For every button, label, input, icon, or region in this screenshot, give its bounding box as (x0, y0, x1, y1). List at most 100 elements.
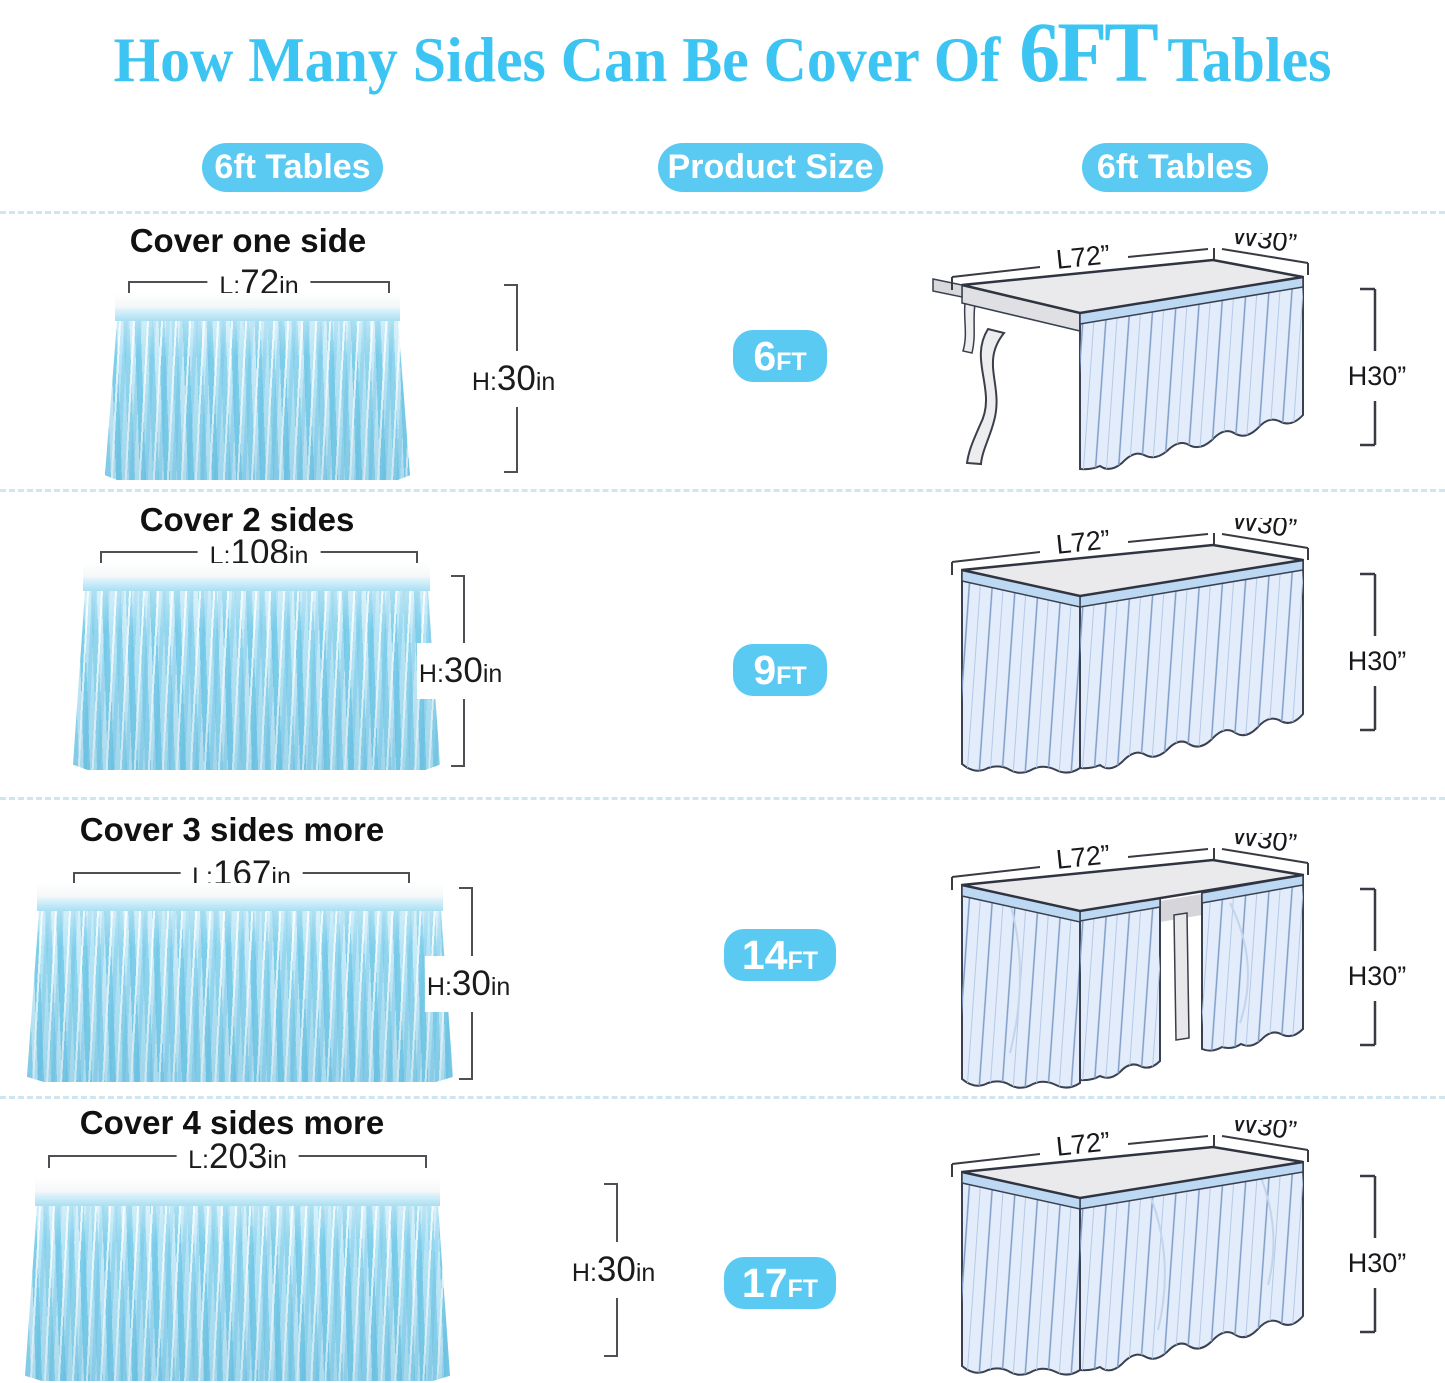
size-badge-unit: FT (787, 1275, 819, 1303)
table-top (961, 258, 1304, 315)
separator-line (0, 211, 1445, 214)
drawing-length-label: L72” (1055, 239, 1112, 274)
column-pill-right: 6ft Tables (1082, 143, 1268, 192)
table-skirt-photo (115, 293, 400, 480)
row-caption: Cover 2 sides (139, 501, 355, 538)
drawing-length-label: L72” (1055, 1126, 1112, 1161)
column-pill-left: 6ft Tables (202, 143, 383, 192)
height-unit: in (490, 972, 511, 1001)
table-skirt-photo (35, 1178, 440, 1381)
skirt-drape-line (1149, 1194, 1166, 1331)
drawing-dimension-lines (951, 1135, 1377, 1334)
table-top (961, 543, 1304, 598)
height-unit: in (482, 660, 503, 688)
size-badge: 17 FT (724, 1257, 836, 1309)
length-label: L:203in (176, 1136, 299, 1177)
length-unit: in (279, 271, 299, 300)
skirt-ruffles (105, 321, 410, 480)
height-unit: in (535, 367, 556, 396)
title-text-before: How Many Sides Can Be Cover Of (113, 25, 1001, 95)
table-skirt-photo (83, 563, 430, 770)
size-badge-unit: FT (776, 348, 807, 376)
drawing-dimension-lines (951, 248, 1377, 447)
height-dimension: H:30in (569, 1183, 658, 1357)
length-prefix: L: (209, 541, 231, 570)
size-badge-value: 9 (753, 647, 777, 693)
column-pill-center: Product Size (658, 143, 883, 192)
height-value: 30 (443, 651, 483, 690)
column-pill-left-label: 6ft Tables (214, 148, 371, 186)
skirt-drape-line (1229, 902, 1249, 1024)
length-unit: in (267, 1145, 287, 1174)
skirt-pleats (1202, 875, 1303, 1051)
tabletop (37, 883, 443, 898)
size-badge-unit: FT (776, 662, 807, 690)
row-caption: Cover 3 sides more (79, 811, 385, 848)
height-prefix: H: (571, 1259, 597, 1287)
table-center-leg (1173, 912, 1190, 1041)
skirt-ruffles (25, 1206, 450, 1381)
skirt-sash (37, 898, 443, 911)
separator-line (0, 489, 1445, 492)
height-prefix: H: (471, 367, 497, 396)
drawing-height-label: H30” (1348, 361, 1407, 391)
table-top (961, 1145, 1304, 1200)
page-title: How Many Sides Can Be Cover Of 6FT Tables (36, 2, 1409, 102)
drawing-height-label: H30” (1348, 1248, 1407, 1278)
length-prefix: L: (219, 271, 241, 300)
length-value: 203 (208, 1136, 268, 1176)
size-badge: 9 FT (733, 644, 827, 696)
tabletop (83, 563, 430, 578)
size-badge-unit: FT (787, 947, 819, 975)
height-label: H:30in (416, 643, 505, 699)
drawing-length-label: L72” (1055, 524, 1112, 559)
table-top (961, 858, 1304, 913)
table-drawing-one-side: L72” W30” H30” (932, 233, 1407, 471)
tabletop-lip (932, 278, 963, 298)
table-underside (1160, 894, 1202, 922)
height-dimension: H:30in (469, 284, 558, 473)
size-badge: 14 FT (724, 929, 836, 981)
length-dimension: L:203in (48, 1136, 427, 1177)
skirt-drape-line (1259, 1174, 1275, 1286)
table-drawing-two-sides: L72” W30” H30” (951, 518, 1407, 774)
skirt-drape-line (1009, 902, 1021, 1054)
height-unit: in (635, 1259, 656, 1287)
skirt-pleats (1080, 898, 1160, 1081)
table-skirt-photo (37, 883, 443, 1082)
height-prefix: H: (426, 972, 452, 1001)
height-value: 30 (496, 358, 536, 398)
row-caption: Cover 4 sides more (79, 1104, 385, 1141)
size-badge-value: 6 (753, 333, 777, 379)
drawing-dimension-lines (951, 533, 1377, 732)
table-back-leg (962, 290, 978, 354)
column-pill-right-label: 6ft Tables (1096, 148, 1254, 186)
table-drawing-three-sides: L72” W30” H30” (951, 833, 1407, 1089)
drawing-height-label: H30” (1348, 961, 1407, 991)
skirt-sash (35, 1193, 440, 1206)
size-badge-value: 17 (741, 1260, 788, 1306)
height-label: H:30in (569, 1242, 658, 1298)
length-prefix: L: (188, 1145, 209, 1174)
length-unit: in (288, 541, 309, 570)
height-prefix: H: (418, 660, 444, 688)
skirt-sash (115, 308, 400, 321)
skirt-ruffles (73, 591, 440, 770)
separator-line (0, 1096, 1445, 1099)
title-highlight: 6FT (1019, 4, 1159, 100)
skirt-sash (83, 578, 430, 591)
drawing-height-label: H30” (1348, 646, 1407, 676)
size-badge: 6 FT (733, 330, 827, 382)
table-drawing-four-sides: L72” W30” H30” (951, 1120, 1407, 1376)
separator-line (0, 797, 1445, 800)
title-text-after: Tables (1167, 25, 1332, 95)
height-dimension: H:30in (416, 575, 505, 767)
height-value: 30 (596, 1250, 636, 1289)
skirt-ruffles (27, 911, 453, 1082)
tabletop (115, 293, 400, 308)
height-dimension: H:30in (424, 887, 513, 1080)
height-label: H:30in (424, 955, 513, 1012)
row-caption: Cover one side (129, 222, 367, 259)
height-value: 30 (451, 963, 491, 1003)
